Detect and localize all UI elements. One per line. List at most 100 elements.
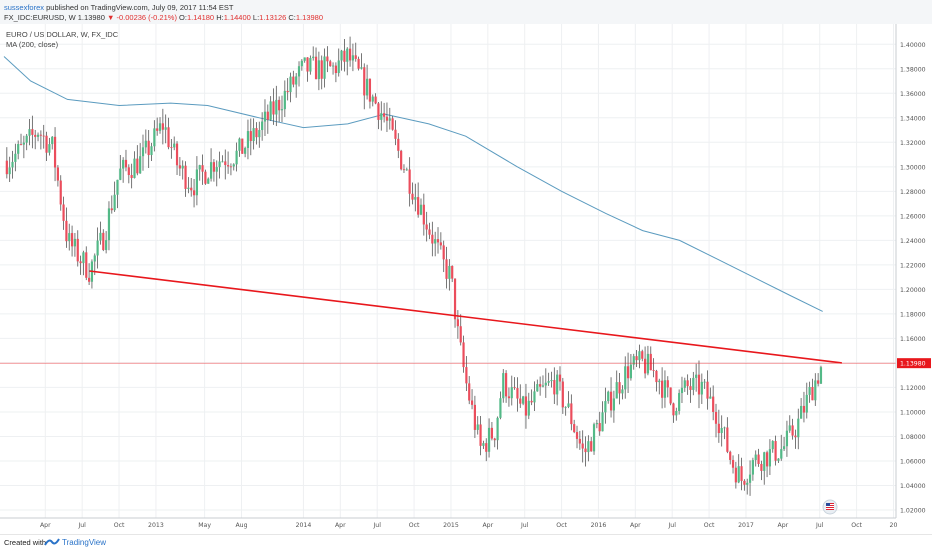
- candle-body: [68, 233, 71, 242]
- candle-body: [632, 356, 635, 365]
- candle-body: [411, 193, 414, 200]
- tradingview-brand[interactable]: TradingView: [62, 538, 107, 547]
- candle-body: [65, 220, 68, 242]
- last-price-tag-label: 1.13980: [900, 361, 926, 368]
- candle-body: [360, 67, 363, 69]
- candle-body: [255, 128, 258, 138]
- candle-body: [709, 396, 712, 399]
- candle-body: [82, 252, 85, 264]
- candle-body: [280, 109, 284, 111]
- candle-body: [720, 428, 723, 434]
- candle-body: [286, 90, 289, 93]
- candle-body: [244, 147, 247, 154]
- candle-body: [624, 366, 627, 390]
- x-tick-label: 2016: [591, 522, 607, 529]
- close-label: C:: [288, 13, 296, 22]
- x-tick-label: Apr: [482, 522, 493, 529]
- candle-body: [70, 233, 74, 247]
- candle-body: [570, 403, 573, 425]
- candle-body: [641, 351, 644, 359]
- candle-body: [388, 118, 391, 121]
- candle-body: [578, 438, 581, 444]
- candle-body: [490, 427, 494, 439]
- candle-body: [215, 167, 218, 172]
- candle-body: [34, 134, 37, 137]
- candle-body: [204, 171, 207, 184]
- grid: [0, 24, 896, 518]
- candle-body: [763, 452, 766, 471]
- candle-body: [269, 101, 272, 120]
- candle-body: [422, 204, 425, 225]
- time-axis[interactable]: Apr Jul Oct 2013 May Aug 2014 Apr Jul Oct 2015 Apr J…: [0, 517, 898, 529]
- chart-legend: EURO / US DOLLAR, W, FX_IDC MA (200, clo…: [6, 30, 118, 50]
- y-tick-label: 1.34000: [900, 115, 926, 122]
- y-tick-label: 1.30000: [900, 164, 926, 171]
- candle-body: [476, 424, 479, 430]
- candle-body: [465, 367, 468, 384]
- candle-body: [723, 427, 726, 429]
- candle-body: [144, 140, 147, 148]
- candle-body: [221, 161, 224, 163]
- tradingview-logo-icon[interactable]: [44, 537, 60, 548]
- candle-body: [607, 391, 610, 402]
- candle-body: [346, 48, 349, 62]
- candle-body: [791, 425, 794, 436]
- candle-body: [150, 146, 153, 156]
- candle-body: [502, 373, 505, 399]
- y-tick-label: 1.26000: [900, 213, 926, 220]
- trend-line: [89, 270, 842, 364]
- candle-body: [757, 454, 760, 464]
- candle-body: [187, 187, 190, 189]
- candle-body: [102, 232, 105, 250]
- candle-body: [595, 423, 598, 425]
- candle-body: [726, 427, 729, 452]
- candle-body: [504, 373, 508, 397]
- candle-body: [680, 387, 684, 394]
- candle-body: [272, 101, 275, 115]
- legend-indicator[interactable]: MA (200, close): [6, 40, 59, 49]
- y-tick-label: 1.38000: [900, 66, 926, 73]
- candle-body: [402, 169, 406, 171]
- x-tick-label: Oct: [114, 522, 125, 529]
- candle-body: [391, 118, 394, 130]
- candle-body: [598, 423, 601, 432]
- x-tick-label: Apr: [630, 522, 641, 529]
- candle-body: [740, 466, 743, 481]
- candles: [5, 36, 823, 496]
- candle-body: [261, 121, 264, 131]
- open-label: O:: [179, 13, 187, 22]
- candle-body: [263, 111, 267, 122]
- candle-body: [19, 144, 23, 145]
- x-tick-label: 2013: [148, 522, 164, 529]
- candle-body: [493, 438, 496, 441]
- candle-body: [153, 128, 156, 147]
- candle-body: [161, 123, 164, 130]
- candle-body: [470, 400, 474, 405]
- price-axis[interactable]: 1.02000 1.04000 1.06000 1.08000 1.10000 1.120…: [895, 24, 931, 518]
- candle-body: [190, 187, 193, 191]
- candle-body: [479, 424, 482, 446]
- y-tick-label: 1.22000: [900, 262, 926, 269]
- candle-body: [536, 384, 539, 392]
- candle-body: [323, 56, 326, 79]
- candle-body: [581, 443, 584, 449]
- candle-body: [459, 326, 462, 343]
- chart-area[interactable]: 1.02000 1.04000 1.06000 1.08000 1.10000 1.120…: [0, 24, 932, 534]
- publisher-link[interactable]: sussexforex: [4, 3, 45, 12]
- candle-body: [814, 380, 817, 401]
- price-chart[interactable]: 1.02000 1.04000 1.06000 1.08000 1.10000 1.120…: [0, 24, 932, 534]
- candle-body: [782, 446, 786, 450]
- candle-body: [218, 161, 221, 168]
- candle-body: [201, 165, 204, 172]
- y-tick-label: 1.20000: [900, 287, 926, 294]
- candle-body: [712, 396, 715, 412]
- x-tick-label: 20: [890, 522, 898, 529]
- candle-body: [575, 432, 579, 439]
- candle-body: [731, 459, 735, 468]
- candle-body: [513, 387, 516, 389]
- candle-body: [414, 197, 417, 200]
- candle-body: [249, 131, 252, 142]
- flag-icon[interactable]: [822, 499, 838, 515]
- candle-body: [320, 60, 323, 79]
- candle-body: [448, 265, 451, 279]
